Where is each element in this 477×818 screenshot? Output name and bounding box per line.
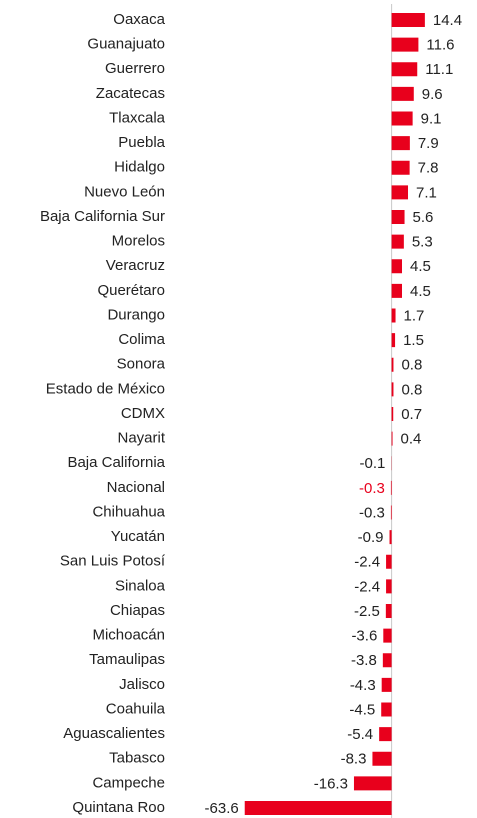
bar: [381, 702, 392, 717]
category-label: Sinaloa: [115, 577, 166, 594]
value-label: -4.3: [350, 677, 376, 694]
category-label: Zacatecas: [96, 85, 165, 102]
category-label: Puebla: [118, 134, 165, 151]
value-label: -2.5: [354, 603, 380, 620]
bar: [390, 505, 392, 520]
category-label: Tlaxcala: [109, 109, 166, 126]
bar: [385, 604, 392, 618]
category-label: Hidalgo: [114, 159, 165, 176]
category-label: Sonora: [117, 356, 166, 373]
value-label: -2.4: [354, 554, 380, 571]
value-label: 4.5: [410, 283, 431, 300]
value-label: 11.6: [426, 37, 454, 54]
bar: [386, 554, 392, 569]
category-label: Tabasco: [109, 750, 165, 767]
value-label: -63.6: [205, 800, 239, 817]
bar: [389, 530, 392, 545]
category-label: Durango: [107, 306, 165, 323]
category-label: San Luis Potosí: [60, 553, 166, 570]
category-label: Nacional: [107, 479, 165, 496]
value-label: 1.7: [404, 307, 425, 324]
bar: [391, 283, 403, 298]
bar: [391, 234, 404, 249]
category-label: Morelos: [112, 233, 165, 250]
value-label: -3.8: [351, 652, 377, 669]
bar: [391, 308, 396, 323]
bar: [372, 751, 392, 766]
category-label: Querétaro: [97, 282, 165, 299]
category-label: Campeche: [92, 774, 165, 791]
bar: [391, 86, 414, 101]
category-label: Nayarit: [117, 430, 165, 447]
category-label: Guanajuato: [87, 36, 165, 53]
value-label: -4.5: [349, 701, 375, 718]
value-label: -8.3: [341, 751, 367, 768]
value-label: 14.4: [433, 12, 462, 29]
value-label: 1.5: [403, 332, 424, 349]
value-label: -5.4: [347, 726, 373, 743]
category-label: CDMX: [121, 405, 165, 422]
category-label: Colima: [118, 331, 165, 348]
category-label: Oaxaca: [113, 11, 165, 28]
bar: [244, 801, 392, 815]
bar: [386, 579, 392, 594]
value-label: 5.3: [412, 234, 433, 251]
category-label: Quintana Roo: [72, 799, 165, 816]
category-label: Chihuahua: [92, 503, 165, 520]
bar: [391, 431, 393, 446]
value-label: 0.8: [401, 357, 422, 374]
value-label: 4.5: [410, 258, 431, 275]
category-label: Tamaulipas: [89, 651, 165, 668]
value-label: -0.1: [360, 455, 386, 472]
value-label: -16.3: [314, 775, 348, 792]
value-label: 9.6: [422, 86, 443, 103]
bar: [391, 333, 396, 348]
category-label: Jalisco: [119, 676, 165, 693]
category-label: Baja California Sur: [40, 208, 165, 225]
bar: [391, 407, 394, 421]
value-label: 7.1: [416, 184, 437, 201]
bar: [383, 628, 392, 643]
bar: [391, 160, 410, 175]
bar: [391, 111, 413, 126]
category-label: Nuevo León: [84, 183, 165, 200]
category-label: Veracruz: [106, 257, 165, 274]
value-label: -3.6: [351, 628, 377, 645]
bar: [391, 37, 419, 52]
value-label: -2.4: [354, 578, 380, 595]
value-label: -0.3: [359, 504, 385, 521]
value-label: 9.1: [421, 110, 442, 127]
value-label: 0.7: [401, 406, 422, 423]
value-label: 7.8: [418, 160, 439, 177]
value-label: 0.4: [401, 431, 422, 448]
value-label: 7.9: [418, 135, 439, 152]
value-label: 5.6: [413, 209, 434, 226]
bar: [391, 382, 394, 397]
value-label: 11.1: [425, 61, 453, 78]
category-label: Estado de México: [46, 380, 165, 397]
category-label: Baja California: [67, 454, 165, 471]
bar: [379, 727, 392, 742]
bar: [381, 677, 392, 692]
value-label: -0.9: [358, 529, 384, 546]
bar: [391, 357, 394, 372]
bar: [391, 136, 410, 151]
category-label: Guerrero: [105, 60, 165, 77]
category-label: Chiapas: [110, 602, 165, 619]
value-label: -0.3: [359, 480, 385, 497]
bar: [391, 62, 418, 77]
bar: [391, 185, 409, 200]
category-label: Yucatán: [111, 528, 165, 545]
category-label: Aguascalientes: [63, 725, 165, 742]
category-label: Michoacán: [92, 627, 165, 644]
category-label: Coahuila: [106, 700, 166, 717]
bar: [353, 776, 392, 791]
bar: [390, 480, 392, 495]
bar: [382, 653, 392, 668]
bar: [391, 210, 405, 224]
bar: [391, 259, 403, 274]
bar: [391, 13, 425, 27]
value-label: 0.8: [401, 381, 422, 398]
